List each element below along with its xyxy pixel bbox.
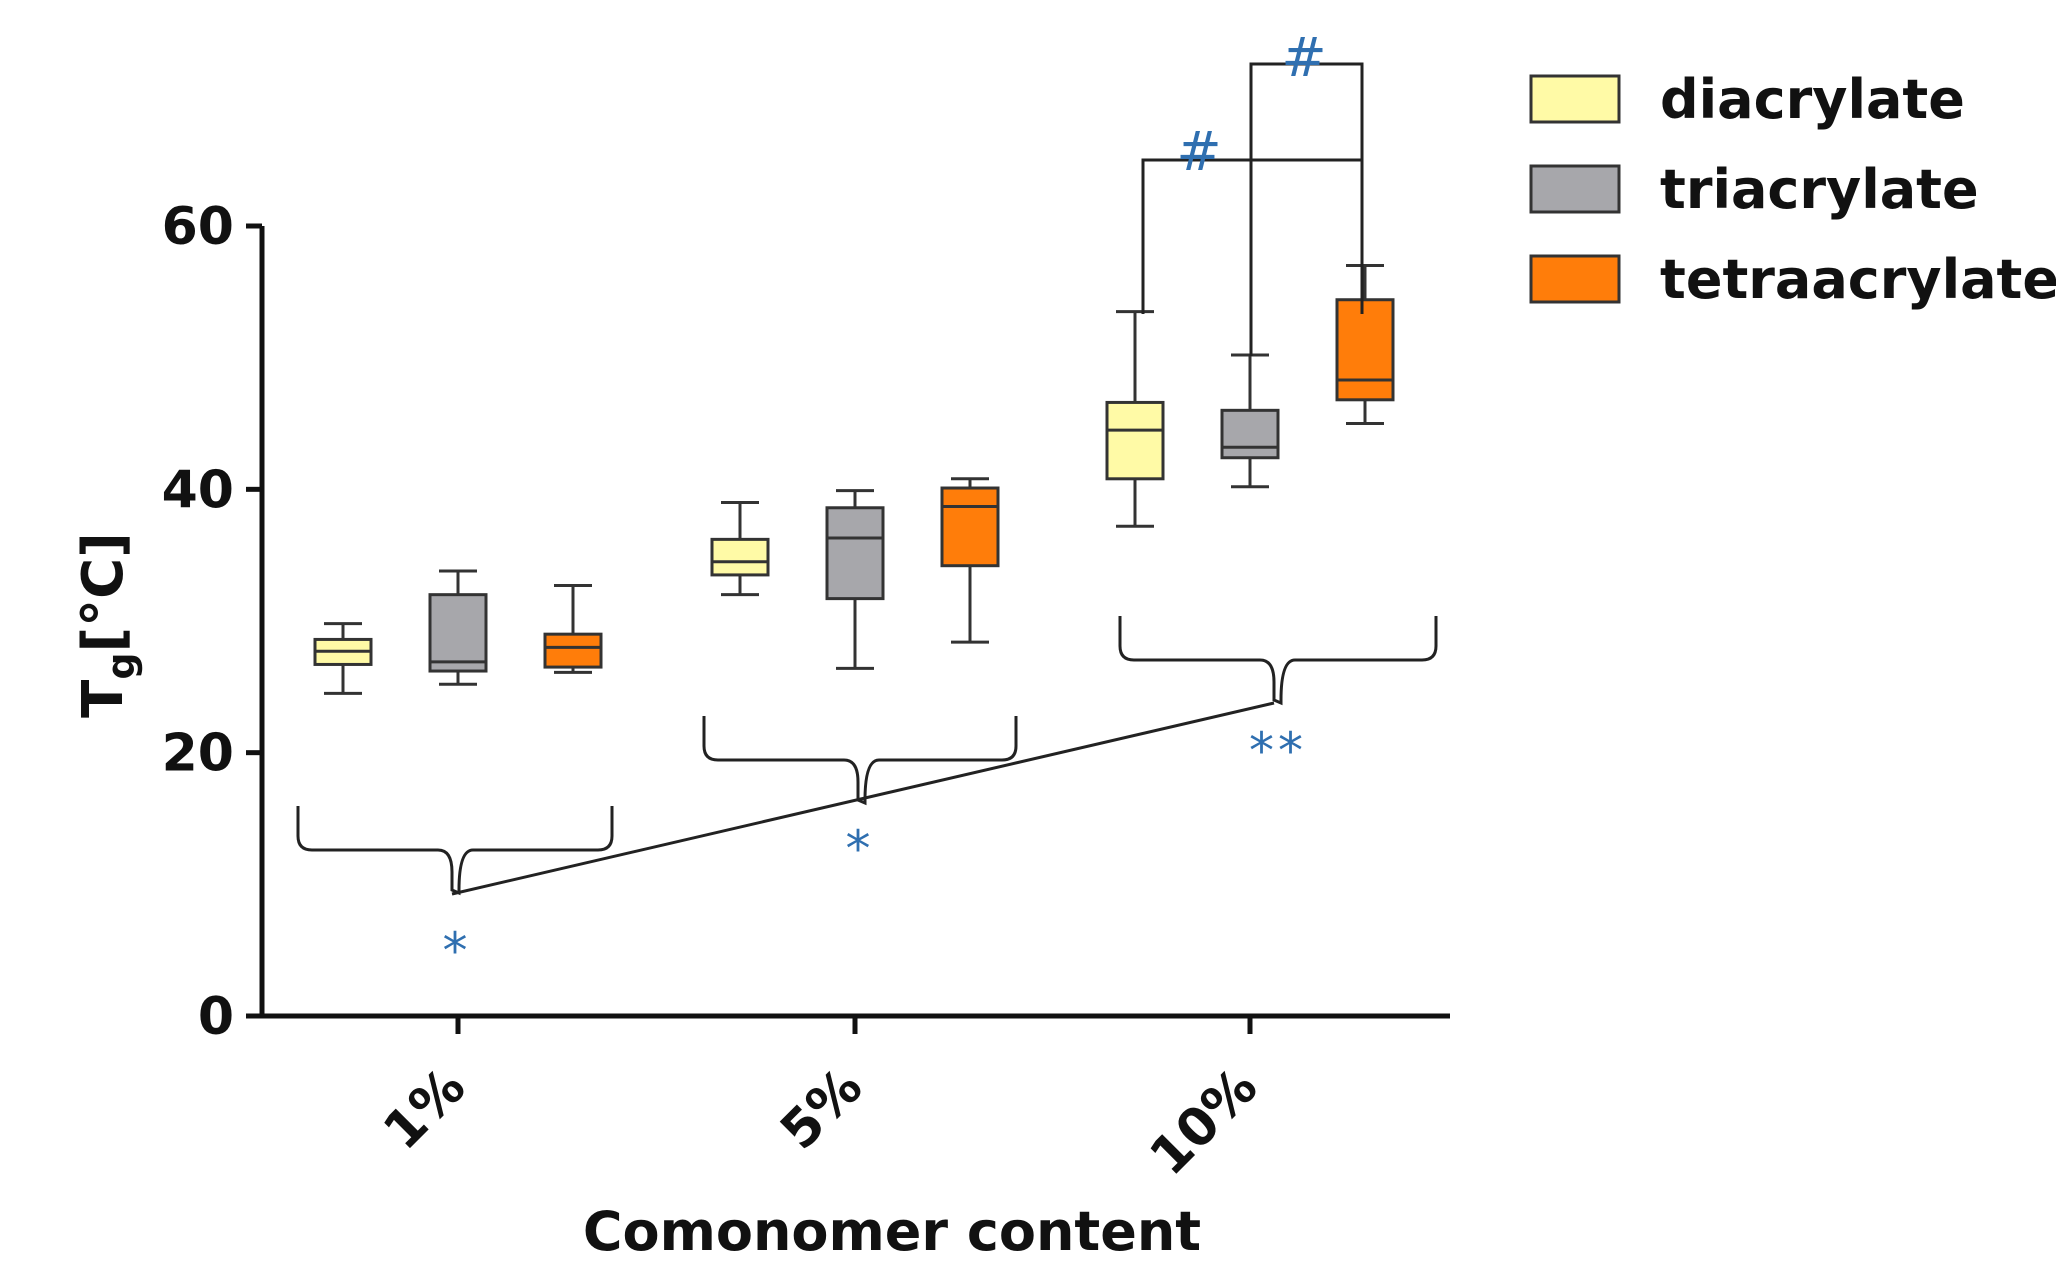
box-triacrylate-1% bbox=[428, 569, 488, 686]
x-tick-label: 1% bbox=[372, 1057, 477, 1162]
box-triacrylate-5% bbox=[825, 489, 885, 670]
x-tick-label: 10% bbox=[1139, 1057, 1269, 1187]
box-iqr bbox=[940, 486, 1000, 568]
y-axis-label: Tg[°C] bbox=[71, 532, 143, 718]
x-axis-label: Comonomer content bbox=[583, 1200, 1201, 1263]
box-iqr bbox=[825, 506, 885, 601]
legend-swatch-tetraacrylate bbox=[1529, 254, 1621, 304]
trend-connector-line bbox=[451, 701, 1275, 896]
hash-bracket-tri-tetra bbox=[1249, 62, 1364, 356]
box-tetraacrylate-1% bbox=[543, 583, 603, 674]
group-brace-10pct bbox=[1118, 616, 1438, 706]
box-diacrylate-5% bbox=[710, 501, 770, 597]
group-brace-1pct bbox=[296, 806, 614, 896]
hash-label-tri-tetra: # bbox=[1281, 26, 1326, 89]
y-tick-label: 20 bbox=[162, 724, 234, 784]
box-iqr bbox=[1220, 408, 1280, 460]
y-axis-ticks: 0 20 40 60 bbox=[162, 197, 262, 1047]
star-label-1pct: * bbox=[443, 922, 468, 980]
star-label-10pct: ** bbox=[1249, 722, 1307, 780]
x-axis-ticks: 1% 5% 10% bbox=[372, 1016, 1269, 1187]
box-diacrylate-1% bbox=[313, 622, 373, 695]
y-tick-label: 40 bbox=[162, 460, 234, 520]
legend-swatch-diacrylate bbox=[1529, 74, 1621, 124]
box-plot-boxes bbox=[313, 264, 1395, 695]
box-tetraacrylate-5% bbox=[940, 477, 1000, 644]
star-label-5pct: * bbox=[846, 820, 871, 878]
group-brace-5pct bbox=[702, 716, 1018, 806]
legend-swatch-triacrylate bbox=[1529, 164, 1621, 214]
y-axis-label-subscript: g bbox=[99, 652, 143, 679]
y-tick-label: 60 bbox=[162, 197, 234, 257]
y-axis-label-unit: [°C] bbox=[71, 532, 136, 652]
box-iqr bbox=[428, 593, 488, 673]
legend-label-triacrylate: triacrylate bbox=[1660, 158, 1979, 221]
box-iqr bbox=[1335, 298, 1395, 402]
x-tick-label: 5% bbox=[769, 1057, 874, 1162]
y-axis-label-main: T bbox=[71, 680, 136, 718]
box-diacrylate-10% bbox=[1105, 310, 1165, 528]
significance-annotations bbox=[296, 62, 1438, 896]
legend: diacrylate triacrylate tetraacrylate bbox=[1529, 68, 2056, 311]
box-tetraacrylate-10% bbox=[1335, 264, 1395, 425]
y-tick-label: 0 bbox=[198, 987, 234, 1047]
box-iqr bbox=[1105, 400, 1165, 481]
hash-label-di-tetra: # bbox=[1176, 120, 1221, 183]
box-triacrylate-10% bbox=[1220, 353, 1280, 489]
legend-label-tetraacrylate: tetraacrylate bbox=[1660, 248, 2056, 311]
legend-label-diacrylate: diacrylate bbox=[1660, 68, 1965, 131]
box-iqr bbox=[710, 537, 770, 577]
box-iqr bbox=[543, 632, 603, 669]
